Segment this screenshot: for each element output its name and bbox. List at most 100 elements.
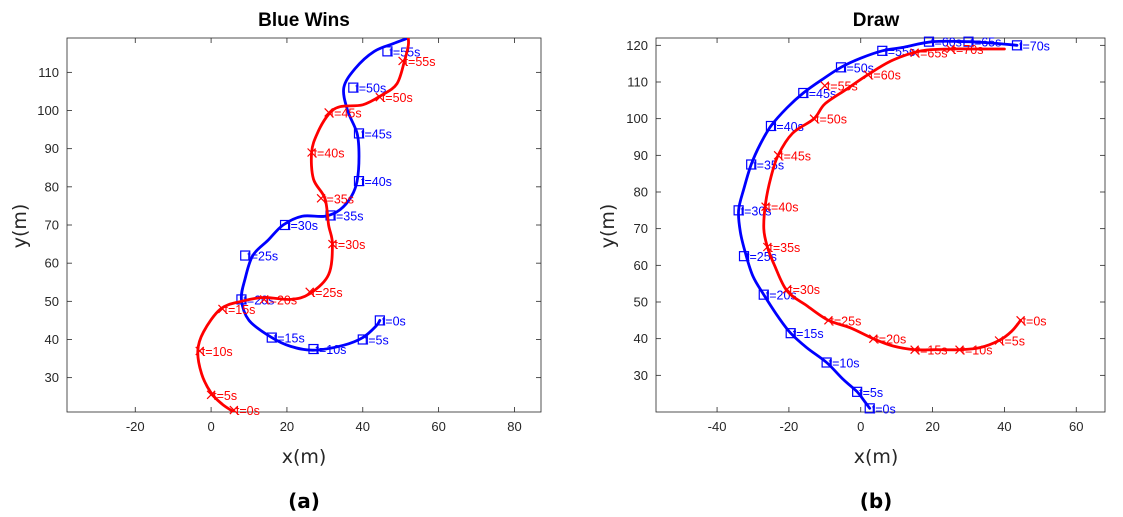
blue-square-marker: [765, 120, 777, 132]
red-x-marker: [910, 345, 920, 355]
blue-square-marker: [923, 36, 935, 47]
blue-square-marker: [821, 357, 832, 368]
red-time-label: t=15s: [224, 303, 255, 317]
red-x-marker: [218, 304, 227, 314]
y-tick-label: 90: [45, 141, 59, 156]
blue-time-label: t=35s: [333, 209, 364, 223]
red-x-marker: [863, 70, 873, 80]
red-time-label: t=50s: [382, 91, 413, 105]
y-tick-label: 80: [634, 185, 648, 200]
blue-square-marker: [279, 219, 291, 231]
red-x-marker: [868, 334, 878, 344]
red-x-marker: [994, 336, 1004, 345]
y-tick-label: 70: [634, 221, 648, 236]
red-x-marker: [324, 107, 334, 117]
blue-time-label: t=10s: [829, 357, 860, 371]
y-tick-label: 30: [45, 370, 59, 385]
red-time-label: t=30s: [789, 283, 820, 297]
red-time-label: t=0s: [1023, 314, 1047, 328]
y-tick-label: 60: [45, 256, 59, 271]
y-tick-label: 90: [634, 148, 648, 163]
red-time-label: t=10s: [962, 344, 993, 358]
red-time-label: t=10s: [202, 345, 233, 359]
plot-frame: [655, 37, 1106, 413]
blue-square-marker: [738, 251, 750, 262]
red-time-label: t=65s: [917, 47, 948, 61]
red-x-marker: [955, 345, 964, 355]
y-tick-label: 100: [626, 111, 648, 126]
red-x-marker: [773, 150, 783, 160]
x-axis-label: x(m): [854, 446, 899, 468]
blue-time-label: t=65s: [971, 36, 1002, 50]
y-axis-label: y(m): [9, 204, 31, 249]
chart-title: Blue Wins: [258, 10, 350, 31]
blue-square-marker: [852, 386, 863, 397]
red-time-label: t=25s: [830, 314, 861, 328]
subfigure-caption: (b): [860, 489, 893, 513]
y-tick-label: 30: [634, 368, 648, 383]
blue-time-label: t=30s: [287, 219, 318, 233]
y-tick-label: 50: [634, 295, 648, 310]
blue-time-label: t=45s: [361, 127, 392, 141]
blue-square-marker: [353, 176, 365, 187]
red-x-marker: [206, 390, 216, 400]
red-time-label: t=20s: [875, 333, 906, 347]
blue-square-marker: [240, 250, 251, 261]
blue-time-label: t=25s: [247, 250, 278, 264]
blue-time-label: t=50s: [355, 82, 386, 96]
blue-square-marker: [758, 289, 769, 300]
blue-square-marker: [733, 205, 744, 216]
x-tick-label: 60: [431, 419, 445, 434]
red-x-marker: [809, 114, 819, 124]
red-x-marker: [229, 405, 239, 415]
red-x-marker: [946, 44, 955, 54]
blue-time-label: t=5s: [859, 386, 883, 400]
red-time-label: t=30s: [334, 238, 365, 252]
blue-square-marker: [877, 45, 888, 56]
red-time-label: t=45s: [331, 106, 362, 120]
x-tick-label: 40: [356, 419, 370, 434]
y-tick-label: 80: [45, 179, 59, 194]
y-tick-label: 110: [627, 75, 648, 90]
blue-square-marker: [864, 403, 875, 414]
x-tick-label: -20: [780, 419, 799, 434]
red-time-label: t=5s: [213, 389, 237, 403]
x-tick-label: 80: [507, 419, 521, 434]
blue-time-label: t=50s: [843, 61, 874, 75]
red-time-label: t=40s: [314, 146, 345, 160]
y-tick-label: 70: [45, 218, 59, 233]
x-tick-label: 60: [1069, 419, 1083, 434]
red-x-marker: [195, 346, 205, 356]
y-tick-label: 100: [37, 103, 59, 118]
y-tick-label: 60: [634, 258, 648, 273]
subfigure-caption: (a): [288, 489, 320, 513]
blue-square-marker: [325, 210, 336, 221]
y-tick-label: 40: [634, 331, 648, 346]
x-tick-label: 20: [280, 419, 294, 434]
blue-time-label: t=15s: [274, 332, 305, 346]
blue-time-label: t=10s: [315, 343, 346, 357]
y-tick-label: 50: [45, 294, 59, 309]
y-tick-label: 120: [626, 38, 648, 53]
blue-square-marker: [357, 334, 368, 345]
blue-square-marker: [374, 315, 385, 326]
red-x-marker: [398, 56, 408, 66]
red-x-marker: [820, 81, 830, 91]
red-x-marker: [305, 287, 315, 297]
red-time-label: t=0s: [236, 404, 260, 418]
red-x-marker: [328, 239, 337, 249]
red-time-label: t=40s: [768, 201, 799, 215]
red-time-label: t=50s: [816, 113, 847, 127]
x-axis-label: x(m): [282, 446, 327, 468]
red-x-marker: [782, 284, 792, 294]
red-x-marker: [375, 92, 385, 102]
red-x-marker: [761, 202, 770, 212]
red-time-label: t=20s: [266, 293, 297, 307]
y-axis-label: y(m): [597, 204, 619, 249]
red-time-label: t=55s: [827, 80, 858, 94]
blue-square-marker: [1011, 40, 1023, 51]
red-x-marker: [823, 315, 833, 325]
blue-time-label: t=55s: [389, 45, 420, 59]
blue-time-label: t=70s: [1019, 39, 1050, 53]
